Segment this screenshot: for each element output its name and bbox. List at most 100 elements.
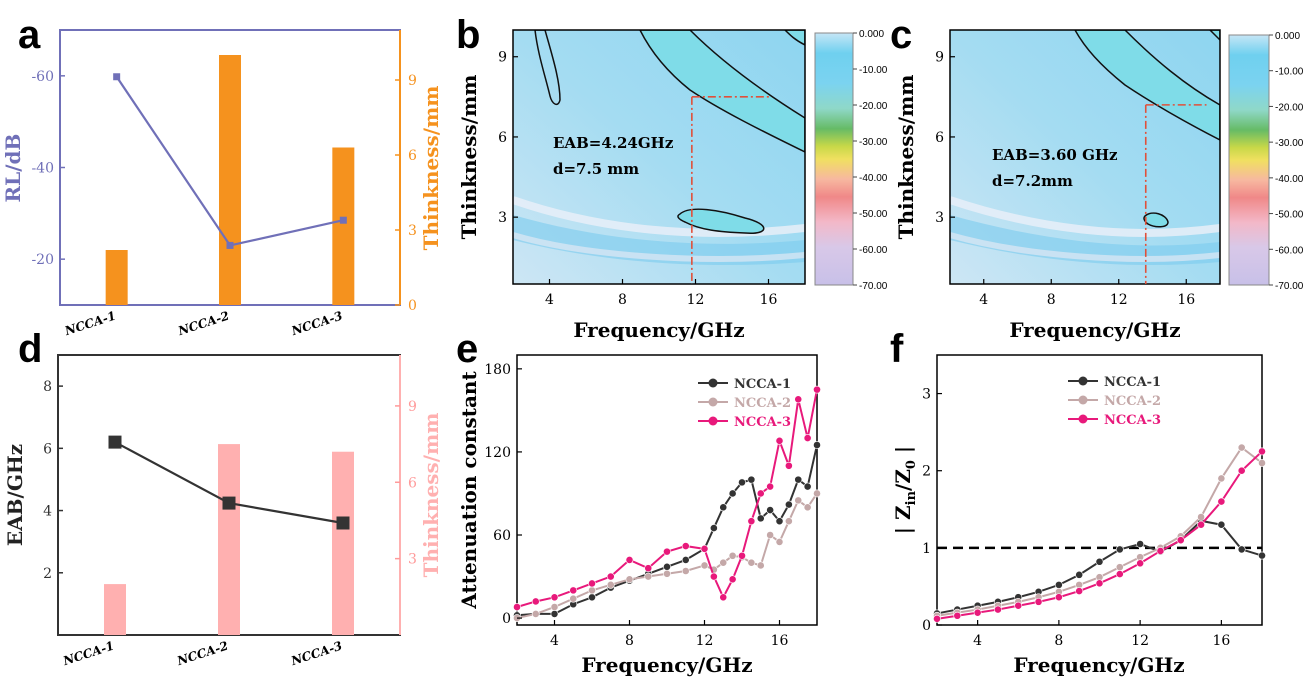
- series-point-f-ncca-2: [1115, 563, 1124, 572]
- y-tick-label-d: 4: [43, 504, 52, 520]
- x-axis-label-c: Frequency/GHz: [1009, 318, 1180, 342]
- series-point-f-ncca-3: [1237, 466, 1246, 475]
- series-point-f-ncca-2: [1217, 474, 1226, 483]
- series-point-e-ncca-2: [719, 558, 728, 567]
- series-point-f-ncca-2: [1197, 513, 1205, 521]
- series-point-f-ncca-1: [1115, 545, 1124, 554]
- legend-marker-e: [708, 416, 718, 426]
- y-tick-label-f: 1: [922, 541, 931, 557]
- legend-label-f: NCCA-3: [1104, 413, 1161, 428]
- y-tick-label-e: 0: [502, 611, 511, 627]
- legend-label-f: NCCA-1: [1104, 375, 1161, 390]
- series-point-e-ncca-3: [569, 586, 578, 595]
- colorbar-label-b: -60.00: [859, 245, 888, 256]
- x-tick-label-e: 4: [550, 633, 559, 649]
- thickness-bar-a-2: [219, 55, 241, 305]
- x-tick-label-b: 16: [760, 292, 778, 308]
- series-point-e-ncca-3: [738, 551, 746, 560]
- eab-annotation-c: EAB=3.60 GHz: [992, 146, 1118, 164]
- series-point-e-ncca-3: [756, 489, 765, 498]
- series-point-e-ncca-3: [513, 603, 521, 611]
- y-axis-label-a: RL/dB: [1, 134, 25, 203]
- panel-e: e 4 8 12 16 0 60 120 180 NCCA-1 NCCA-2 NCCA-3 Fr…: [456, 327, 821, 677]
- series-point-e-ncca-2: [803, 503, 812, 512]
- y-tick-label-c: 3: [935, 210, 944, 226]
- series-point-e-ncca-2: [569, 594, 578, 603]
- thickness-annotation-b: d=7.5 mm: [553, 160, 639, 178]
- y-tick-label-f: 2: [922, 464, 931, 480]
- series-point-e-ncca-1: [756, 514, 765, 523]
- x-axis-label-f: Frequency/GHz: [1013, 653, 1184, 677]
- x-tick-label-b: 8: [618, 292, 627, 308]
- series-point-f-ncca-3: [973, 608, 982, 617]
- thickness-bar-d-1: [104, 584, 126, 635]
- series-point-e-ncca-2: [550, 603, 559, 611]
- series-point-e-ncca-2: [747, 558, 756, 567]
- thickness-bar-a-3: [332, 147, 355, 305]
- panel-label-c: c: [890, 13, 912, 57]
- series-line-f-ncca-1: [936, 519, 1263, 615]
- legend-label-e: NCCA-1: [734, 377, 791, 392]
- x-tick-label-b: 12: [687, 292, 705, 308]
- series-point-e-ncca-1: [784, 500, 793, 509]
- series-point-f-ncca-3: [1258, 447, 1266, 456]
- series-line-f-ncca-3: [936, 450, 1263, 620]
- x-tick-label-e: 12: [696, 633, 714, 649]
- y-label-f-end: |: [891, 446, 915, 460]
- y-tick-label-f: 3: [922, 387, 931, 403]
- category-label-d-2: NCCA-2: [175, 639, 230, 669]
- y2-tick-label-d: 9: [408, 399, 417, 415]
- colorbar-label-c: -50.00: [1275, 210, 1304, 221]
- thickness-bar-d-3: [332, 451, 354, 635]
- y-tick-label-b: 6: [498, 130, 507, 146]
- line-point-a-3: [339, 216, 347, 224]
- y-label-f-sub2: 0: [904, 460, 919, 469]
- series-point-f-ncca-2: [1258, 459, 1266, 467]
- y-axis-label-f: | Zin/Z0 |: [891, 446, 919, 534]
- y-tick-label-b: 3: [498, 210, 507, 226]
- series-point-e-ncca-3: [606, 572, 615, 581]
- series-point-f-ncca-1: [1136, 540, 1145, 548]
- series-point-e-ncca-2: [681, 567, 690, 575]
- series-point-e-ncca-2: [775, 538, 784, 546]
- line-point-a-2: [226, 241, 234, 249]
- colorbar-label-b: -30.00: [859, 137, 888, 148]
- x-tick-label-f: 4: [973, 633, 982, 649]
- colorbar-label-c: -60.00: [1275, 245, 1304, 256]
- y2-tick-label-a: 9: [408, 73, 417, 89]
- y-label-f-mid: /Z: [891, 469, 915, 491]
- y2-tick-label-d: 6: [408, 475, 417, 491]
- series-point-e-ncca-2: [766, 531, 775, 539]
- series-point-e-ncca-3: [784, 461, 793, 470]
- y-tick-label-e: 180: [484, 362, 511, 378]
- line-point-d-3: [336, 516, 350, 530]
- panel-a: a -60 -40 -20 0 3 6 9 NCCA-1 NCCA-2 NCCA-3 RL/d…: [1, 13, 443, 338]
- category-label-a-1: NCCA-1: [62, 309, 117, 339]
- colorbar-label-b: -40.00: [859, 173, 888, 184]
- plot-frame-f: [936, 354, 1263, 626]
- y-tick-label-e: 120: [484, 445, 511, 461]
- y-tick-label-a: -40: [31, 161, 54, 177]
- series-point-e-ncca-3: [719, 593, 728, 602]
- series-point-e-ncca-3: [588, 579, 596, 588]
- series-point-e-ncca-3: [775, 436, 784, 445]
- x-tick-label-c: 4: [979, 292, 988, 308]
- series-point-e-ncca-1: [794, 475, 803, 484]
- series-point-f-ncca-1: [1258, 551, 1266, 560]
- thickness-annotation-c: d=7.2mm: [992, 172, 1073, 190]
- series-point-e-ncca-1: [719, 503, 728, 512]
- series-point-e-ncca-2: [794, 496, 803, 505]
- x-tick-label-e: 16: [771, 633, 789, 649]
- series-point-f-ncca-3: [994, 605, 1002, 614]
- category-label-d-3: NCCA-3: [289, 639, 344, 669]
- y-tick-label-f: 0: [922, 618, 931, 634]
- series-point-f-ncca-3: [1197, 520, 1205, 529]
- series-point-f-ncca-3: [1156, 547, 1165, 555]
- series-point-f-ncca-3: [1054, 593, 1063, 602]
- y-axis-label-e: Attenuation constant: [457, 371, 481, 610]
- plot-frame-c: [949, 29, 1221, 285]
- series-point-e-ncca-2: [756, 561, 765, 570]
- y2-tick-label-a: 0: [408, 298, 417, 314]
- panel-label-d: d: [18, 327, 42, 371]
